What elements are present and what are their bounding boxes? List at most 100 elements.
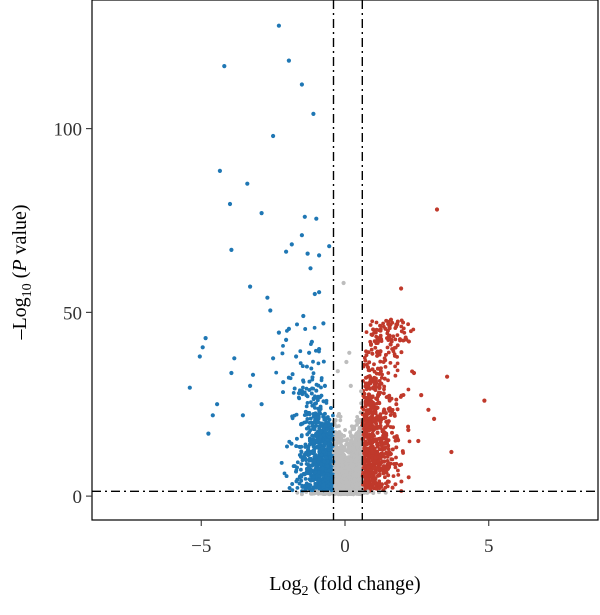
gene-point (321, 450, 326, 454)
gene-point (318, 429, 323, 434)
gene-point (299, 433, 304, 438)
gene-point (373, 345, 378, 350)
gene-point (311, 371, 316, 376)
gene-point (400, 449, 405, 454)
gene-point (372, 446, 377, 451)
gene-point (308, 416, 313, 421)
gene-point (386, 419, 391, 423)
gene-point (358, 459, 363, 464)
gene-point (367, 439, 372, 444)
gene-point (321, 413, 326, 417)
gene-point (354, 469, 359, 474)
gene-point (304, 458, 308, 462)
gene-point (282, 471, 287, 476)
gene-point (373, 382, 377, 387)
gene-point (389, 457, 394, 461)
gene-point (394, 434, 399, 438)
gene-point (381, 465, 386, 470)
gene-point (274, 370, 279, 375)
gene-point (379, 375, 384, 380)
gene-point (312, 475, 316, 479)
gene-point (390, 408, 395, 412)
gene-point (392, 412, 397, 416)
gene-point (321, 433, 326, 437)
gene-point (368, 416, 372, 421)
gene-point (379, 337, 384, 342)
gene-point (394, 455, 398, 460)
gene-point (364, 349, 368, 354)
gene-point (399, 479, 404, 484)
gene-point (393, 354, 397, 358)
gene-point (295, 322, 299, 327)
gene-point (399, 350, 404, 355)
gene-point (375, 449, 380, 454)
gene-point (387, 461, 391, 466)
gene-point (378, 349, 383, 354)
gene-point (370, 319, 375, 324)
gene-point (303, 477, 308, 481)
gene-point (300, 392, 305, 397)
gene-point (386, 443, 391, 448)
gene-point (396, 473, 401, 477)
gene-point (381, 391, 386, 396)
gene-point (391, 425, 395, 430)
gene-point (318, 434, 323, 439)
gene-point (381, 416, 386, 421)
gene-point (312, 448, 316, 452)
gene-point (368, 386, 372, 391)
gene-point (290, 372, 295, 377)
gene-point (298, 361, 303, 366)
gene-point (303, 409, 308, 414)
gene-point (369, 399, 374, 404)
gene-point (314, 395, 318, 400)
gene-point (365, 408, 370, 413)
gene-point (303, 327, 308, 331)
gene-point (318, 404, 323, 409)
gene-point (406, 387, 411, 392)
gene-point (318, 424, 322, 428)
gene-point (370, 351, 375, 356)
gene-point (287, 439, 292, 444)
gene-point (383, 365, 388, 369)
gene-point (382, 387, 386, 392)
gene-point (363, 358, 368, 363)
gene-point (388, 361, 393, 365)
gene-point (382, 384, 387, 389)
gene-point (350, 439, 354, 444)
gene-point (279, 461, 284, 465)
gene-point (325, 484, 330, 489)
gene-point (380, 440, 385, 445)
gene-point (290, 488, 295, 493)
gene-point (362, 391, 367, 396)
gene-point (320, 466, 325, 471)
gene-point (290, 414, 295, 419)
gene-point (374, 421, 378, 426)
gene-point (387, 337, 392, 342)
gene-point (385, 454, 390, 459)
gene-point (378, 420, 383, 425)
gene-point (355, 444, 359, 448)
gene-point (394, 445, 399, 450)
gene-point (372, 362, 376, 367)
gene-point (385, 423, 390, 428)
gene-point (379, 366, 383, 371)
gene-point (311, 386, 316, 391)
gene-point (359, 389, 363, 394)
gene-point (373, 410, 378, 415)
gene-point (373, 438, 377, 443)
gene-point (305, 401, 310, 405)
gene-point (367, 374, 372, 379)
gene-point (377, 379, 382, 383)
gene-point (291, 391, 296, 395)
gene-point (295, 477, 300, 482)
gene-point (369, 395, 374, 399)
gene-point (297, 396, 302, 401)
gene-point (300, 364, 305, 368)
gene-point (311, 359, 315, 364)
gene-point (319, 452, 324, 457)
gene-point (381, 471, 386, 476)
gene-point (377, 481, 382, 486)
gene-point (375, 431, 380, 435)
gene-point (391, 349, 396, 354)
